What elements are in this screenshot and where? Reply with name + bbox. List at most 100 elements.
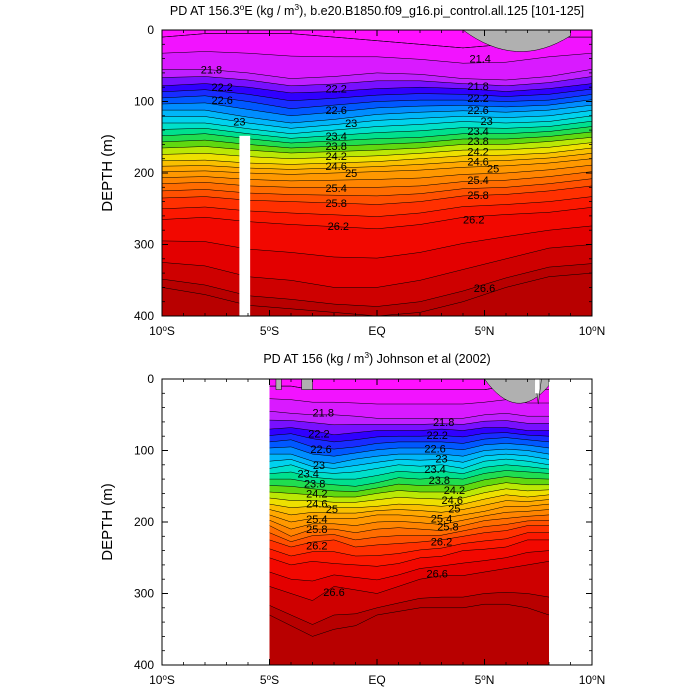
contour-label: 24.2 xyxy=(306,488,327,500)
contour-label: 23 xyxy=(481,116,493,128)
contour-label: 24.6 xyxy=(325,161,346,173)
contour-line xyxy=(162,147,592,165)
contour-line xyxy=(269,437,549,450)
contour-label: 25.8 xyxy=(325,198,346,210)
contour-line xyxy=(162,178,592,197)
contour-label: 25.4 xyxy=(467,175,488,187)
x-tick-label: 5oN xyxy=(475,673,495,688)
contour-label: 26.6 xyxy=(426,568,447,580)
contour-label: 25 xyxy=(487,164,499,176)
panel-title: PD AT 156.3oE (kg / m3), b.e20.B1850.f09… xyxy=(170,2,584,18)
contour-label: 22.2 xyxy=(467,93,488,105)
contour-line xyxy=(269,476,549,492)
contour-line xyxy=(162,126,592,144)
band-fill xyxy=(269,379,549,390)
x-tick-label: 10oN xyxy=(579,324,605,339)
y-tick-label: 0 xyxy=(147,23,154,37)
contour-label: 23.8 xyxy=(304,478,325,490)
y-tick-label: 100 xyxy=(134,444,154,458)
x-tick-label: EQ xyxy=(368,673,385,687)
x-tick-label: 5oS xyxy=(260,324,279,339)
contour-line xyxy=(269,514,549,537)
contour-line xyxy=(269,458,549,474)
contour-line xyxy=(162,207,592,230)
y-tick-label: 0 xyxy=(147,372,154,386)
contour-label: 22.6 xyxy=(310,444,331,456)
contour-line xyxy=(269,482,549,498)
contour-label: 25.4 xyxy=(431,513,452,525)
y-tick-label: 300 xyxy=(134,238,154,252)
contour-label: 26.2 xyxy=(328,221,349,233)
contour-label: 25 xyxy=(448,503,460,515)
contour-line xyxy=(162,244,592,288)
panel-observations: 21.822.222.62323.423.824.224.62525.425.8… xyxy=(99,350,605,687)
contour-line xyxy=(162,171,592,188)
contour-label: 25.4 xyxy=(325,183,346,195)
contour-line xyxy=(269,525,549,548)
contour-label: 23.8 xyxy=(467,136,488,148)
contour-label: 22.6 xyxy=(467,105,488,117)
contour-line xyxy=(162,158,592,175)
contour-line xyxy=(269,453,549,469)
contour-label: 26.6 xyxy=(474,283,495,295)
contour-line xyxy=(269,561,549,601)
contour-label: 25.4 xyxy=(306,514,327,526)
x-tick-label: 5oS xyxy=(260,673,279,688)
contour-line xyxy=(269,592,549,625)
contour-label: 22.6 xyxy=(325,105,346,117)
land-mask xyxy=(301,379,313,390)
contour-label: 24.2 xyxy=(325,151,346,163)
contour-line xyxy=(162,104,592,124)
contour-label: 26.6 xyxy=(323,587,344,599)
contour-label: 24.6 xyxy=(306,498,327,510)
contour-line xyxy=(162,110,592,129)
contour-label: 22.2 xyxy=(211,82,232,94)
contour-line xyxy=(162,69,592,81)
y-tick-label: 300 xyxy=(134,587,154,601)
y-tick-label: 200 xyxy=(134,166,154,180)
contour-line xyxy=(269,432,549,443)
y-axis-label: DEPTH (m) xyxy=(99,134,116,212)
contour-line xyxy=(269,448,549,464)
contour-line xyxy=(269,470,549,487)
contour-field: 21.822.222.62323.423.824.224.62525.425.8… xyxy=(269,379,549,665)
contour-field: 21.822.222.62322.222.62323.423.824.224.6… xyxy=(162,30,592,316)
y-axis-label: DEPTH (m) xyxy=(99,483,116,561)
contour-line xyxy=(162,131,592,149)
contour-line xyxy=(269,550,549,582)
contour-line xyxy=(269,443,549,457)
contour-line xyxy=(162,94,592,109)
contour-label: 21.4 xyxy=(469,54,490,66)
missing-data-gap xyxy=(239,135,251,316)
contour-label: 23.4 xyxy=(467,126,488,138)
contour-label: 25.8 xyxy=(467,190,488,202)
contour-label: 22.2 xyxy=(308,428,329,440)
contour-line xyxy=(269,410,549,419)
missing-data-gap xyxy=(535,379,540,394)
contour-label: 22.2 xyxy=(325,84,346,96)
contour-line xyxy=(269,499,549,516)
contour-label: 25.8 xyxy=(306,524,327,536)
x-tick-label: 10oN xyxy=(579,673,605,688)
contour-label: 23.4 xyxy=(297,468,318,480)
contour-line xyxy=(162,142,592,159)
contour-line xyxy=(162,120,592,139)
y-tick-label: 400 xyxy=(134,658,154,672)
contour-line xyxy=(162,185,592,205)
contour-line xyxy=(162,137,592,154)
contour-label: 22.6 xyxy=(211,95,232,107)
contour-label: 23 xyxy=(233,117,245,129)
contour-line xyxy=(269,488,549,503)
contour-line xyxy=(162,99,592,117)
contour-line xyxy=(162,115,592,134)
contour-line xyxy=(269,503,549,523)
contour-label: 21.8 xyxy=(201,64,222,76)
contour-label: 23.4 xyxy=(424,464,445,476)
panel-model: 21.822.222.62322.222.62323.423.824.224.6… xyxy=(99,2,605,338)
contour-label: 25.8 xyxy=(437,521,458,533)
x-tick-label: EQ xyxy=(368,324,385,338)
contour-label: 23.8 xyxy=(325,141,346,153)
contour-line xyxy=(162,225,592,259)
contour-line xyxy=(269,427,549,436)
land-mask xyxy=(484,379,549,404)
